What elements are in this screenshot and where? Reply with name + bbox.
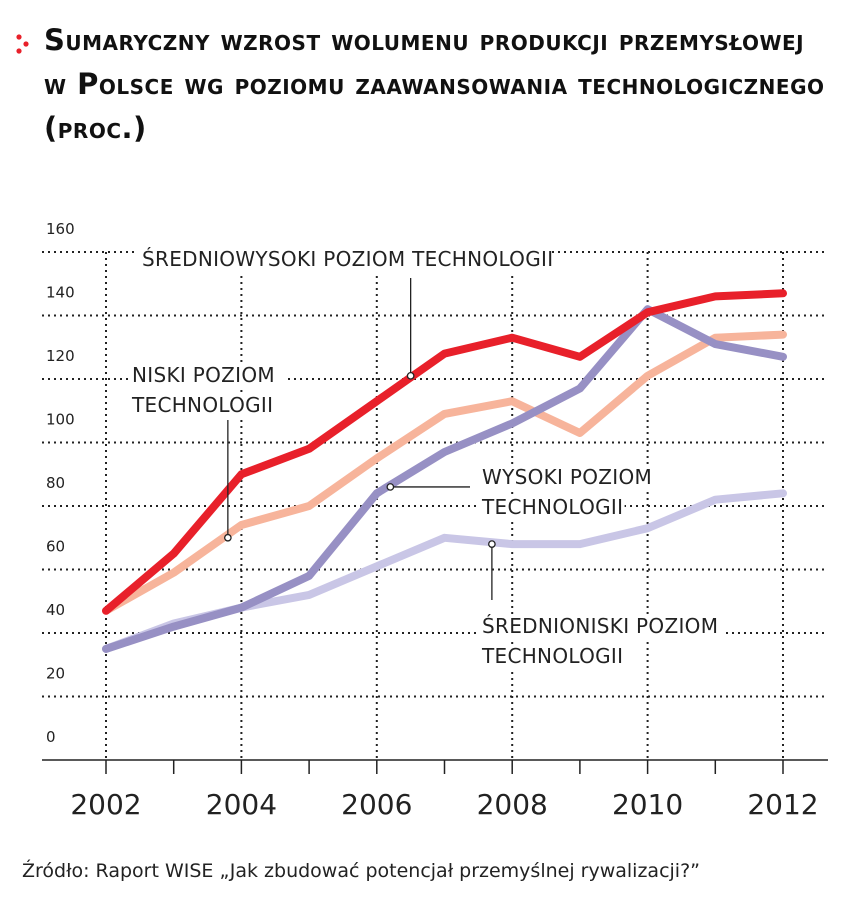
x-tick-label: 2010 xyxy=(612,788,683,821)
annotation-label-bg xyxy=(478,644,625,670)
y-tick-label: 100 xyxy=(46,411,75,429)
annotation-label: TECHNOLOGII xyxy=(481,495,623,519)
y-tick-label: 140 xyxy=(46,284,75,302)
annotation-label: WYSOKI POZIOM xyxy=(482,465,652,489)
y-tick-label: 40 xyxy=(46,601,65,619)
source-note: Źródło: Raport WISE „Jak zbudować potenc… xyxy=(22,860,700,882)
annotation-marker xyxy=(224,533,232,542)
annotation-marker xyxy=(386,483,395,491)
y-tick-label: 80 xyxy=(46,474,65,492)
x-tick-label: 2012 xyxy=(747,788,818,821)
y-tick-label: 60 xyxy=(46,538,65,556)
annotation-label-bg xyxy=(138,247,550,273)
y-tick-label: 120 xyxy=(46,347,75,365)
annotation-marker xyxy=(406,371,415,380)
annotation-label-bg xyxy=(478,614,726,640)
annotation-label: ŚREDNIONISKI POZIOM xyxy=(482,614,718,638)
annotation-label: ŚREDNIOWYSOKI POZIOM TECHNOLOGII xyxy=(142,247,553,271)
annotation-label: TECHNOLOGII xyxy=(481,644,623,668)
x-tick-label: 2002 xyxy=(70,788,141,821)
annotation-label: NISKI POZIOM xyxy=(132,363,275,387)
x-tick-label: 2008 xyxy=(477,788,548,821)
y-tick-label: 160 xyxy=(46,220,75,238)
annotation-label-bg xyxy=(128,393,275,419)
annotation-label-bg xyxy=(478,465,650,491)
x-tick-label: 2006 xyxy=(341,788,412,821)
annotation-label: TECHNOLOGII xyxy=(131,393,273,417)
title-accent-icon xyxy=(16,34,29,54)
x-tick-label: 2004 xyxy=(206,788,277,821)
chart-title: Sumaryczny wzrost wolumenu produkcji prz… xyxy=(44,23,825,145)
y-tick-label: 0 xyxy=(46,728,56,746)
annotation-label-bg xyxy=(478,495,625,521)
annotation-label-bg xyxy=(128,363,288,389)
annotation-marker xyxy=(488,540,496,548)
y-tick-label: 20 xyxy=(46,665,65,683)
